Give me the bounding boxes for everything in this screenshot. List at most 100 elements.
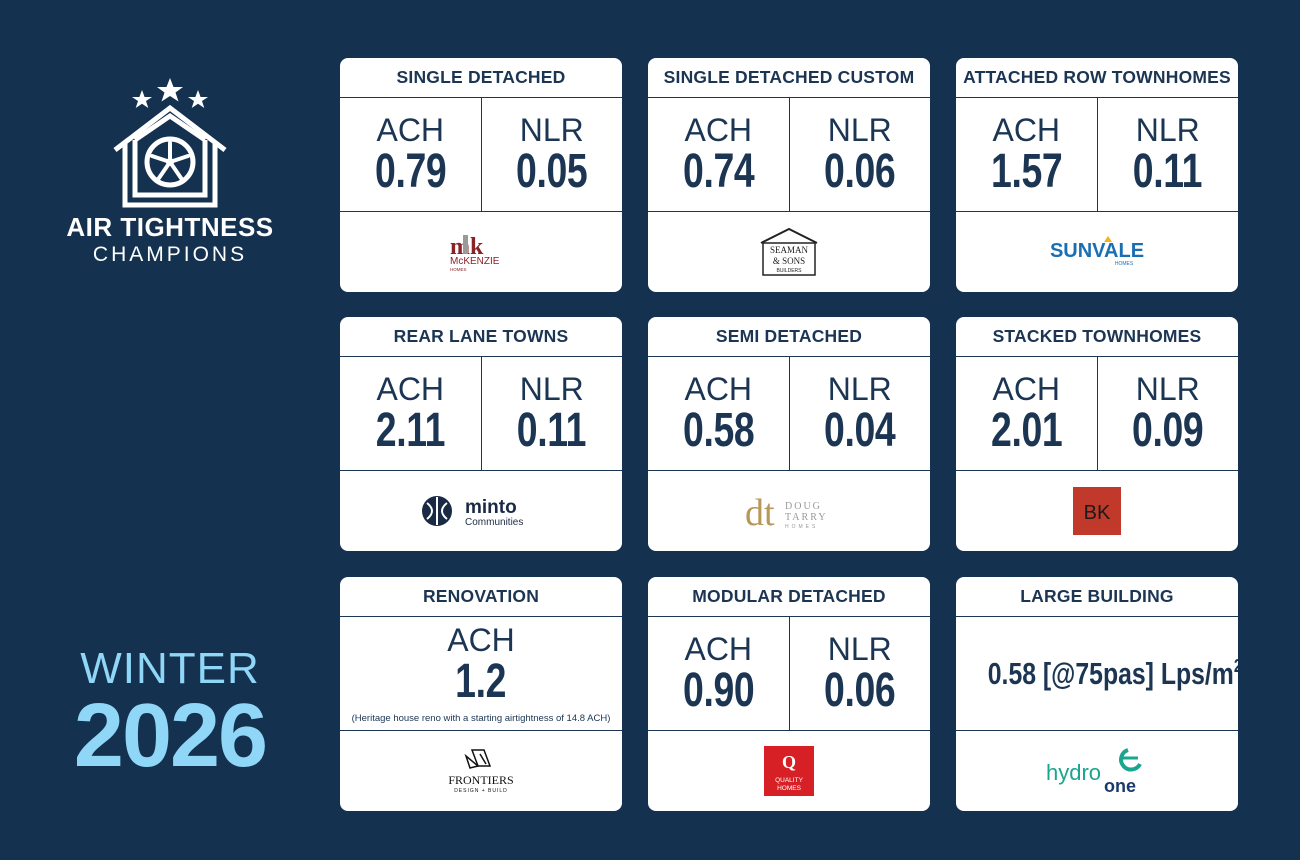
svg-text:McKENZIE: McKENZIE bbox=[450, 256, 500, 267]
ach-metric: ACH 0.58 bbox=[648, 357, 789, 470]
brand-panel: AIR TIGHTNESS CHAMPIONS bbox=[40, 70, 300, 267]
category-card-single-detached: SINGLE DETACHED ACH 0.79 NLR 0.05 mk McK… bbox=[340, 58, 622, 292]
ach-metric: ACH 1.57 bbox=[956, 98, 1097, 211]
doug-tarry-homes-logo: dt DOUG TARRY HOMES bbox=[745, 492, 828, 533]
nlr-label: NLR bbox=[519, 111, 584, 148]
svg-text:DOUG: DOUG bbox=[785, 501, 822, 512]
nlr-label: NLR bbox=[1135, 111, 1200, 148]
large-building-value: 0.58 [@75pas] Lps/m bbox=[987, 655, 1234, 691]
nlr-metric: NLR 0.04 bbox=[788, 357, 931, 470]
svg-text:BK: BK bbox=[1084, 502, 1111, 524]
nlr-value: 0.04 bbox=[824, 403, 896, 457]
nlr-metric: NLR 0.11 bbox=[1096, 98, 1239, 211]
svg-text:minto: minto bbox=[465, 497, 517, 518]
category-card-single-detached-custom: SINGLE DETACHED CUSTOM ACH 0.74 NLR 0.06… bbox=[648, 58, 930, 292]
seaman-sons-builders-logo: SEAMAN & SONS BUILDERS bbox=[760, 227, 818, 276]
nlr-value: 0.06 bbox=[824, 144, 896, 198]
ach-value: 0.90 bbox=[682, 663, 755, 717]
svg-text:Q: Q bbox=[782, 752, 796, 772]
ach-label: ACH bbox=[684, 111, 753, 148]
ach-label: ACH bbox=[447, 622, 515, 658]
nlr-value: 0.11 bbox=[1133, 144, 1203, 198]
nlr-label: NLR bbox=[519, 370, 584, 407]
card-title: SEMI DETACHED bbox=[648, 317, 930, 357]
card-title: STACKED TOWNHOMES bbox=[956, 317, 1238, 357]
nlr-value: 0.11 bbox=[517, 403, 587, 457]
mckenzie-homes-logo: mk McKENZIE HOMES bbox=[450, 234, 500, 272]
nlr-value: 0.05 bbox=[516, 144, 588, 198]
category-card-modular-detached: MODULAR DETACHED ACH 0.90 NLR 0.06 Q QUA… bbox=[648, 577, 930, 811]
metrics-row: ACH 2.11 NLR 0.11 bbox=[340, 357, 622, 471]
card-title: RENOVATION bbox=[340, 577, 622, 617]
card-title: LARGE BUILDING bbox=[956, 577, 1238, 617]
svg-text:dt: dt bbox=[745, 492, 775, 533]
nlr-label: NLR bbox=[827, 111, 892, 148]
ach-metric: ACH 0.74 bbox=[648, 98, 789, 211]
ach-value: 2.11 bbox=[375, 403, 446, 457]
ach-label: ACH bbox=[376, 111, 445, 148]
nlr-label: NLR bbox=[827, 630, 892, 667]
ach-value: 0.58 bbox=[682, 403, 755, 457]
svg-text:HOMES: HOMES bbox=[450, 267, 467, 272]
frontiers-design-build-logo: FRONTIERS DESIGN + BUILD bbox=[448, 749, 514, 794]
metrics-row: ACH 1.57 NLR 0.11 bbox=[956, 98, 1238, 212]
quality-homes-logo: Q QUALITY HOMES bbox=[764, 746, 814, 796]
brand-title: AIR TIGHTNESS bbox=[66, 212, 274, 242]
nlr-metric: NLR 0.06 bbox=[788, 617, 931, 730]
svg-text:DESIGN + BUILD: DESIGN + BUILD bbox=[454, 788, 508, 794]
metrics-row: ACH 0.74 NLR 0.06 bbox=[648, 98, 930, 212]
minto-communities-logo: minto Communities bbox=[422, 496, 523, 528]
brand-subtitle: CHAMPIONS bbox=[92, 243, 248, 266]
svg-text:one: one bbox=[1104, 776, 1136, 796]
svg-text:HOMES: HOMES bbox=[785, 524, 818, 530]
builder-logo-row: mk McKENZIE HOMES bbox=[340, 212, 622, 292]
ach-label: ACH bbox=[992, 370, 1061, 407]
unit-exponent: 2 bbox=[1234, 656, 1238, 676]
nlr-value: 0.09 bbox=[1132, 403, 1204, 457]
builder-logo-row: hydro one bbox=[956, 731, 1238, 811]
builder-logo-row: Q QUALITY HOMES bbox=[648, 731, 930, 811]
ach-label: ACH bbox=[992, 111, 1061, 148]
renovation-note: (Heritage house reno with a starting air… bbox=[351, 713, 611, 724]
metrics-row: ACH 2.01 NLR 0.09 bbox=[956, 357, 1238, 471]
sunvale-homes-logo: SUNVALE HOMES bbox=[1050, 236, 1144, 267]
season-block: WINTER 2026 bbox=[40, 644, 300, 782]
svg-text:QUALITY: QUALITY bbox=[775, 777, 803, 784]
ach-value: 2.01 bbox=[990, 403, 1063, 457]
ach-value: 0.79 bbox=[374, 144, 447, 198]
builder-logo-row: FRONTIERS DESIGN + BUILD bbox=[340, 731, 622, 811]
ach-value: 1.2 bbox=[455, 655, 507, 708]
large-building-metric: 0.58 [@75pas] Lps/m2 bbox=[956, 617, 1238, 730]
svg-text:BUILDERS: BUILDERS bbox=[776, 268, 802, 274]
metrics-row: ACH 0.90 NLR 0.06 bbox=[648, 617, 930, 731]
nlr-label: NLR bbox=[827, 370, 892, 407]
season-word: WINTER bbox=[80, 644, 260, 693]
builder-logo-row: BK bbox=[956, 471, 1238, 551]
builder-logo-row: dt DOUG TARRY HOMES bbox=[648, 471, 930, 551]
ach-value: 0.74 bbox=[682, 144, 755, 198]
category-card-large-building: LARGE BUILDING 0.58 [@75pas] Lps/m2 hydr… bbox=[956, 577, 1238, 811]
svg-text:Communities: Communities bbox=[465, 517, 523, 528]
bk-logo: BK bbox=[1073, 487, 1121, 535]
metrics-row: 0.58 [@75pas] Lps/m2 bbox=[956, 617, 1238, 731]
category-card-semi-detached: SEMI DETACHED ACH 0.58 NLR 0.04 dt DOUG … bbox=[648, 317, 930, 551]
svg-text:& SONS: & SONS bbox=[773, 256, 805, 266]
ach-metric: ACH 0.79 bbox=[340, 98, 481, 211]
category-card-attached-row-townhomes: ATTACHED ROW TOWNHOMES ACH 1.57 NLR 0.11… bbox=[956, 58, 1238, 292]
svg-text:SUNVALE: SUNVALE bbox=[1050, 240, 1144, 262]
category-card-renovation: RENOVATION ACH 1.2 (Heritage house reno … bbox=[340, 577, 622, 811]
ach-label: ACH bbox=[376, 370, 445, 407]
svg-text:FRONTIERS: FRONTIERS bbox=[448, 773, 513, 787]
svg-text:TARRY: TARRY bbox=[785, 512, 828, 523]
metrics-row: ACH 0.58 NLR 0.04 bbox=[648, 357, 930, 471]
metrics-row: ACH 1.2 (Heritage house reno with a star… bbox=[340, 617, 622, 731]
ach-value: 1.57 bbox=[990, 144, 1063, 198]
card-title: ATTACHED ROW TOWNHOMES bbox=[956, 58, 1238, 98]
ach-label: ACH bbox=[684, 630, 753, 667]
svg-text:hydro: hydro bbox=[1046, 760, 1101, 785]
builder-logo-row: SUNVALE HOMES bbox=[956, 212, 1238, 292]
card-title: REAR LANE TOWNS bbox=[340, 317, 622, 357]
card-title: SINGLE DETACHED bbox=[340, 58, 622, 98]
builder-logo-row: SEAMAN & SONS BUILDERS bbox=[648, 212, 930, 292]
metrics-row: ACH 0.79 NLR 0.05 bbox=[340, 98, 622, 212]
